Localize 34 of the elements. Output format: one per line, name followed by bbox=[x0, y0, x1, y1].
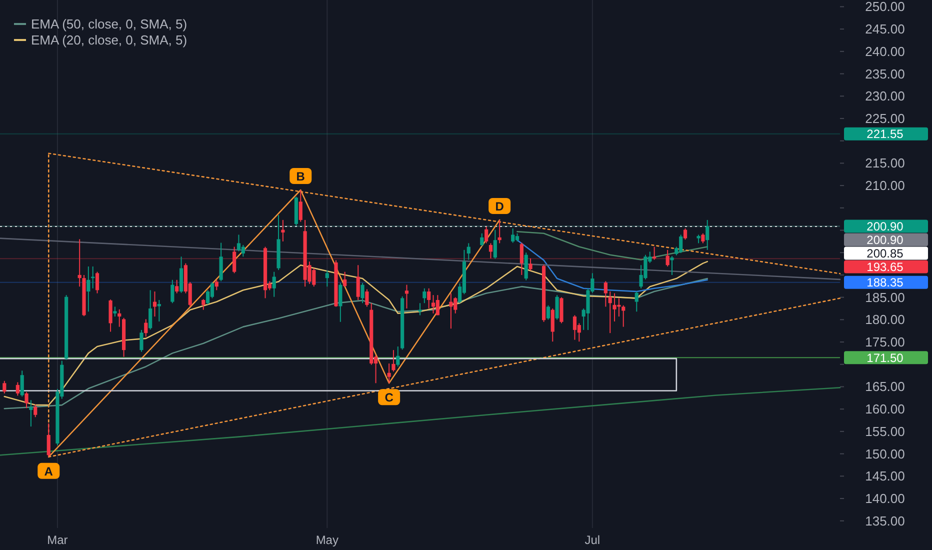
y-tick-label: 240.00 bbox=[865, 44, 905, 59]
y-tick-label: 230.00 bbox=[865, 88, 905, 104]
annotation: D bbox=[495, 199, 504, 214]
y-tick-label: 135.00 bbox=[865, 513, 905, 528]
y-tick-label: 185.00 bbox=[865, 290, 905, 305]
annotation: B bbox=[296, 170, 306, 184]
annotation: A bbox=[44, 464, 54, 478]
y-tick-label: 215.00 bbox=[865, 156, 905, 171]
y-tick-label: 160.00 bbox=[865, 402, 905, 417]
y-tick-label: 155.00 bbox=[865, 424, 905, 439]
y-tick-label: 210.00 bbox=[865, 178, 905, 194]
ref-line-label: 193.65 bbox=[866, 260, 904, 274]
ref-line-label: 188.35 bbox=[866, 276, 904, 290]
ref-line-label: 200.85 bbox=[866, 246, 904, 260]
y-tick-label: 140.00 bbox=[865, 490, 905, 506]
y-tick-label: 235.00 bbox=[865, 66, 905, 82]
x-tick-label: Mar bbox=[47, 533, 68, 547]
ref-line-label: 221.55 bbox=[866, 127, 904, 142]
ref-line-label: 200.90 bbox=[866, 219, 904, 234]
y-tick-label: 245.00 bbox=[865, 22, 905, 37]
legend-label: EMA (50, close, 0, SMA, 5) bbox=[31, 16, 188, 32]
legend-label: EMA (20, close, 0, SMA, 5) bbox=[31, 32, 188, 48]
y-tick-label: 165.00 bbox=[865, 379, 905, 394]
y-tick-label: 150.00 bbox=[865, 446, 905, 462]
ref-line-label: 171.50 bbox=[866, 350, 904, 365]
ref-line-label: 200.90 bbox=[866, 232, 904, 247]
y-tick-label: 225.00 bbox=[865, 110, 905, 126]
annotation: C bbox=[384, 390, 394, 405]
y-tick-label: 175.00 bbox=[865, 334, 905, 350]
x-tick-label: Jul bbox=[584, 533, 600, 547]
y-tick-label: 145.00 bbox=[865, 468, 905, 484]
y-tick-label: 180.00 bbox=[865, 312, 905, 328]
x-tick-label: May bbox=[316, 533, 338, 547]
y-tick-label: 250.00 bbox=[865, 0, 905, 14]
